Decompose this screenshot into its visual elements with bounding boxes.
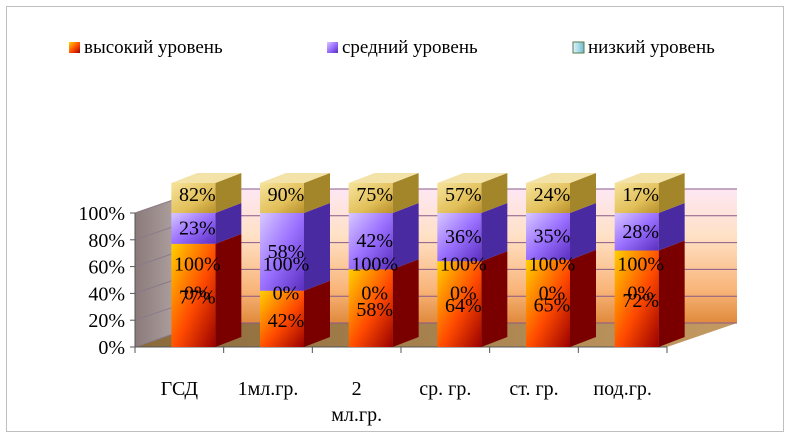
data-label-top-3: 57% <box>445 184 482 206</box>
bar-top-2 <box>348 183 393 213</box>
bar-side-4-0 <box>570 249 596 347</box>
bar-top-3 <box>437 183 482 213</box>
bar-top-face-4 <box>526 173 596 183</box>
bar-side-1-1 <box>304 203 330 291</box>
bar-side-1-0 <box>304 280 330 347</box>
legend: высокий уровень средний уровень низкий у… <box>69 37 715 58</box>
data-label-mid-3: 36% <box>445 226 482 248</box>
legend-swatch-mid <box>327 42 338 53</box>
bar-1-0 <box>260 290 304 347</box>
bar-top-side-5 <box>658 173 685 213</box>
data-label-mid-2: 42% <box>356 230 393 252</box>
y-tick-label: 40% <box>88 283 125 305</box>
bar-side-3-1 <box>481 203 508 262</box>
bar-top-side-0 <box>215 173 242 213</box>
bar-side-5-0 <box>658 240 685 347</box>
y-tick-label: 80% <box>88 230 125 252</box>
bar-top-side-2 <box>392 173 419 213</box>
bar-top-side-3 <box>481 173 508 213</box>
bar-0-0 <box>171 243 216 347</box>
bar-side-2-0 <box>392 259 419 347</box>
plot-area: 0% 20% 40% 60% 80% 100% ГСД 1мл.гр. 2 мл.гр. ср. г… <box>78 173 737 426</box>
data-label-total-1: 100% <box>263 254 310 276</box>
data-label-mid-1: 58% <box>268 241 305 263</box>
data-label-total-4: 100% <box>529 254 576 276</box>
y-tick-label: 20% <box>88 310 125 332</box>
bar-2-0 <box>348 269 393 347</box>
data-label-total-5: 100% <box>617 254 664 276</box>
data-label-top-2: 75% <box>356 184 393 206</box>
data-label-low-5: 0% <box>627 282 654 304</box>
bar-side-3-0 <box>481 251 508 347</box>
bar-top-side-1 <box>304 173 330 213</box>
legend-item-mid: средний уровень <box>327 37 478 58</box>
bar-0-1 <box>171 213 216 244</box>
bar-4-1 <box>526 213 570 260</box>
legend-swatch-high <box>69 42 80 53</box>
bar-top-face-2 <box>348 173 419 183</box>
bar-side-5-1 <box>658 203 685 251</box>
x-tick-label: ст. гр. <box>509 378 558 400</box>
data-label-mid-4: 35% <box>534 225 571 247</box>
x-tick-label: 1мл.гр. <box>238 378 299 400</box>
bar-top-1 <box>260 183 304 213</box>
bar-top-face-5 <box>614 173 685 183</box>
data-label-top-5: 17% <box>622 184 659 206</box>
data-label-low-3: 0% <box>450 282 477 304</box>
chart-frame: высокий уровень средний уровень низкий у… <box>6 6 784 432</box>
legend-label-high: высокий уровень <box>84 37 223 58</box>
bar-top-0 <box>171 183 216 213</box>
data-label-low-2: 0% <box>361 282 388 304</box>
data-label-low-1: 0% <box>273 282 300 304</box>
data-label-mid-5: 28% <box>622 221 659 243</box>
data-label-high-5: 72% <box>622 290 659 312</box>
x-tick-label: под.гр. <box>593 378 652 400</box>
legend-swatch-low <box>572 41 585 54</box>
legend-label-low: низкий уровень <box>588 37 715 58</box>
data-label-low-0: 0% <box>184 282 211 304</box>
data-label-high-0: 77% <box>179 286 216 308</box>
x-tick-label: 2 <box>352 378 362 400</box>
data-label-mid-0: 23% <box>179 217 216 239</box>
data-label-low-4: 0% <box>539 282 566 304</box>
bar-3-1 <box>437 213 482 262</box>
bar-top-face-0 <box>171 173 242 183</box>
data-label-top-0: 82% <box>179 184 216 206</box>
data-label-high-3: 64% <box>445 295 482 317</box>
bar-top-5 <box>614 183 659 213</box>
x-tick-label: мл.гр. <box>331 404 382 426</box>
bar-top-face-1 <box>260 173 330 183</box>
legend-label-mid: средний уровень <box>342 37 478 58</box>
data-label-high-1: 42% <box>268 310 305 332</box>
data-label-top-4: 24% <box>534 184 571 206</box>
data-label-high-4: 65% <box>534 294 571 316</box>
bar-2-1 <box>348 213 393 270</box>
bar-side-0-1 <box>215 203 242 244</box>
bar-side-2-1 <box>392 203 419 270</box>
legend-item-high: высокий уровень <box>69 37 223 58</box>
y-tick-label: 60% <box>88 257 125 279</box>
bar-4-0 <box>526 259 570 347</box>
legend-item-low: низкий уровень <box>572 37 715 58</box>
bar-side-4-1 <box>570 203 596 260</box>
data-label-total-0: 100% <box>174 254 221 276</box>
data-label-top-1: 90% <box>268 184 305 206</box>
data-label-total-2: 100% <box>351 254 398 276</box>
data-label-total-3: 100% <box>440 254 487 276</box>
data-label-high-2: 58% <box>356 299 393 321</box>
x-tick-label: ср. гр. <box>419 378 471 400</box>
x-tick-label: ГСД <box>161 378 199 400</box>
bar-1-1 <box>260 213 304 291</box>
bar-3-0 <box>437 261 482 347</box>
bar-5-0 <box>614 250 659 347</box>
bar-top-face-3 <box>437 173 508 183</box>
bar-top-4 <box>526 183 570 213</box>
bar-side-0-0 <box>215 233 242 347</box>
stacked-bar-chart: высокий уровень средний уровень низкий у… <box>69 37 737 426</box>
y-tick-label: 0% <box>98 337 125 359</box>
bar-top-side-4 <box>570 173 596 213</box>
y-tick-label: 100% <box>78 203 125 225</box>
bar-5-1 <box>614 213 659 251</box>
